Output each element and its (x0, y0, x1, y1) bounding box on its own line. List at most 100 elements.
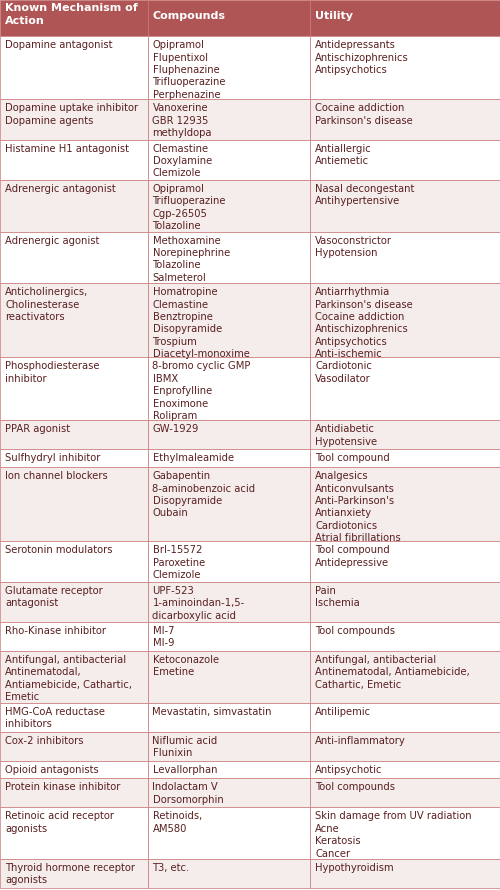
Bar (148, 420, 310, 449)
Text: Vanoxerine
GBR 12935
methyldopa: Vanoxerine GBR 12935 methyldopa (152, 103, 212, 138)
Bar (0, 467, 148, 541)
Text: Vasoconstrictor
Hypotension: Vasoconstrictor Hypotension (315, 236, 392, 258)
Bar (148, 231, 310, 283)
Bar (310, 651, 500, 703)
Text: Antiarrhythmia
Parkinson's disease
Cocaine addiction
Antischizophrenics
Antipsyc: Antiarrhythmia Parkinson's disease Cocai… (315, 287, 413, 360)
Text: Tool compounds: Tool compounds (315, 626, 395, 636)
Text: Skin damage from UV radiation
Acne
Keratosis
Cancer: Skin damage from UV radiation Acne Kerat… (315, 812, 472, 859)
Bar (0, 99, 148, 140)
Text: T3, etc.: T3, etc. (152, 863, 190, 873)
Text: Indolactam V
Dorsomorphin: Indolactam V Dorsomorphin (152, 782, 223, 805)
Text: Opipramol
Trifluoperazine
Cgp-26505
Tolazoline: Opipramol Trifluoperazine Cgp-26505 Tola… (152, 184, 226, 231)
Text: Antidiabetic
Hypotensive: Antidiabetic Hypotensive (315, 425, 377, 447)
Bar (310, 36, 500, 99)
Bar (310, 140, 500, 180)
Bar (148, 859, 310, 888)
Text: Phosphodiesterase
inhibitor: Phosphodiesterase inhibitor (5, 361, 100, 384)
Text: Cox-2 inhibitors: Cox-2 inhibitors (5, 736, 84, 746)
Text: Retinoids,
AM580: Retinoids, AM580 (152, 812, 202, 834)
Text: Tool compound: Tool compound (315, 453, 390, 464)
Bar (0, 779, 148, 807)
Bar (148, 732, 310, 761)
Bar (148, 761, 310, 779)
Text: Rho-Kinase inhibitor: Rho-Kinase inhibitor (5, 626, 106, 636)
Text: UPF-523
1-aminoindan-1,5-
dicarboxylic acid: UPF-523 1-aminoindan-1,5- dicarboxylic a… (152, 586, 245, 620)
Text: Anti-inflammatory: Anti-inflammatory (315, 736, 406, 746)
Text: Adrenergic antagonist: Adrenergic antagonist (5, 184, 116, 194)
Bar (310, 582, 500, 622)
Text: Niflumic acid
Flunixin: Niflumic acid Flunixin (152, 736, 218, 758)
Bar (148, 622, 310, 651)
Text: Dopamine uptake inhibitor
Dopamine agents: Dopamine uptake inhibitor Dopamine agent… (5, 103, 138, 125)
Bar (148, 36, 310, 99)
Bar (0, 420, 148, 449)
Text: Antilipemic: Antilipemic (315, 707, 371, 716)
Bar (310, 541, 500, 582)
Bar (148, 779, 310, 807)
Text: Levallorphan: Levallorphan (152, 765, 217, 774)
Text: Anticholinergics,
Cholinesterase
reactivators: Anticholinergics, Cholinesterase reactiv… (5, 287, 88, 322)
Bar (148, 541, 310, 582)
Text: Known Mechanism of
Action: Known Mechanism of Action (5, 4, 138, 26)
Text: Sulfhydryl inhibitor: Sulfhydryl inhibitor (5, 453, 100, 464)
Text: Histamine H1 antagonist: Histamine H1 antagonist (5, 143, 129, 154)
Text: GW-1929: GW-1929 (152, 425, 199, 434)
Text: 8-bromo cyclic GMP
IBMX
Enprofylline
Enoximone
Rolipram: 8-bromo cyclic GMP IBMX Enprofylline Eno… (152, 361, 251, 421)
Text: Ethylmaleamide: Ethylmaleamide (152, 453, 234, 464)
Bar (310, 180, 500, 231)
Text: Thyroid hormone receptor
agonists: Thyroid hormone receptor agonists (5, 863, 135, 886)
Text: Glutamate receptor
antagonist: Glutamate receptor antagonist (5, 586, 103, 608)
Text: Antifungal, antibacterial
Antinematodal,
Antiamebicide, Cathartic,
Emetic: Antifungal, antibacterial Antinematodal,… (5, 655, 132, 702)
Bar (0, 140, 148, 180)
Bar (310, 807, 500, 859)
Bar (148, 703, 310, 732)
Bar (0, 231, 148, 283)
Text: Antipsychotic: Antipsychotic (315, 765, 382, 774)
Text: Adrenergic agonist: Adrenergic agonist (5, 236, 100, 246)
Bar (0, 732, 148, 761)
Bar (148, 582, 310, 622)
Text: PPAR agonist: PPAR agonist (5, 425, 70, 434)
Bar (310, 0, 500, 36)
Bar (0, 761, 148, 779)
Bar (0, 180, 148, 231)
Text: Antifungal, antibacterial
Antinematodal, Antiamebicide,
Cathartic, Emetic: Antifungal, antibacterial Antinematodal,… (315, 655, 470, 690)
Bar (0, 283, 148, 358)
Bar (148, 283, 310, 358)
Bar (310, 420, 500, 449)
Text: Dopamine antagonist: Dopamine antagonist (5, 40, 112, 50)
Text: Retinoic acid receptor
agonists: Retinoic acid receptor agonists (5, 812, 114, 834)
Bar (310, 622, 500, 651)
Text: Analgesics
Anticonvulsants
Anti-Parkinson's
Antianxiety
Cardiotonics
Atrial fibr: Analgesics Anticonvulsants Anti-Parkinso… (315, 471, 401, 543)
Text: Methoxamine
Norepinephrine
Tolazoline
Salmeterol: Methoxamine Norepinephrine Tolazoline Sa… (152, 236, 230, 283)
Bar (0, 859, 148, 888)
Text: Compounds: Compounds (152, 11, 226, 20)
Bar (310, 779, 500, 807)
Text: Serotonin modulators: Serotonin modulators (5, 546, 112, 555)
Bar (0, 36, 148, 99)
Text: MI-7
MI-9: MI-7 MI-9 (152, 626, 174, 649)
Bar (0, 651, 148, 703)
Text: Nasal decongestant
Antihypertensive: Nasal decongestant Antihypertensive (315, 184, 414, 206)
Text: Ketoconazole
Emetine: Ketoconazole Emetine (152, 655, 218, 677)
Bar (310, 283, 500, 358)
Bar (0, 0, 148, 36)
Bar (0, 622, 148, 651)
Text: Ion channel blockers: Ion channel blockers (5, 471, 108, 481)
Bar (310, 859, 500, 888)
Bar (148, 358, 310, 420)
Bar (310, 467, 500, 541)
Bar (310, 761, 500, 779)
Text: Tool compounds: Tool compounds (315, 782, 395, 792)
Text: Protein kinase inhibitor: Protein kinase inhibitor (5, 782, 120, 792)
Bar (310, 703, 500, 732)
Text: Clemastine
Doxylamine
Clemizole: Clemastine Doxylamine Clemizole (152, 143, 212, 178)
Text: Opipramol
Flupentixol
Fluphenazine
Trifluoperazine
Perphenazine: Opipramol Flupentixol Fluphenazine Trifl… (152, 40, 226, 100)
Bar (0, 582, 148, 622)
Text: Hypothyroidism: Hypothyroidism (315, 863, 394, 873)
Text: Pain
Ischemia: Pain Ischemia (315, 586, 360, 608)
Bar (148, 449, 310, 467)
Text: Brl-15572
Paroxetine
Clemizole: Brl-15572 Paroxetine Clemizole (152, 546, 205, 580)
Bar (148, 99, 310, 140)
Text: Utility: Utility (315, 11, 353, 20)
